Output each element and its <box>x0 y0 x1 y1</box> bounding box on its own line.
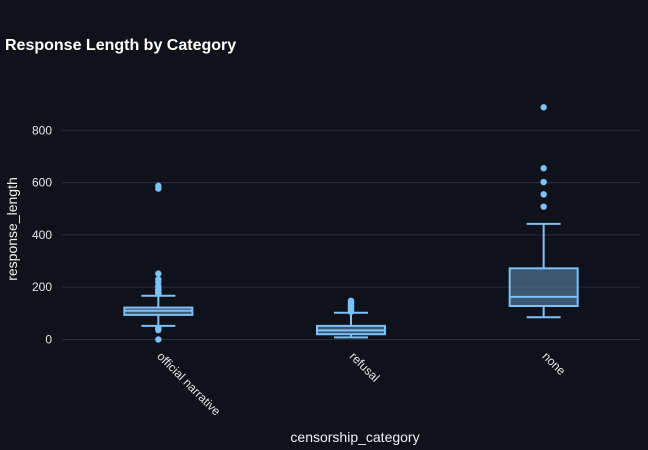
outlier-point <box>155 290 162 297</box>
outlier-point <box>155 270 162 277</box>
outlier-point <box>155 185 162 192</box>
y-tick-label: 600 <box>32 176 52 190</box>
x-tick-label: official narrative <box>154 349 223 418</box>
y-tick-label: 0 <box>45 332 52 346</box>
y-tick-label: 400 <box>32 228 52 242</box>
box-none <box>508 104 579 319</box>
x-tick-label: refusal <box>347 349 382 384</box>
outlier-point <box>540 178 547 186</box>
box-official-narrative <box>123 182 194 343</box>
y-axis-title: response_length <box>4 177 20 281</box>
outlier-point <box>540 165 547 172</box>
outlier-point <box>540 191 547 198</box>
box-refusal <box>316 297 386 339</box>
y-tick-label: 800 <box>32 123 52 137</box>
outlier-point <box>155 336 162 343</box>
iqr-box <box>508 267 579 307</box>
outlier-point <box>347 308 355 315</box>
y-axis-ticks: 0 200 400 600 800 <box>32 123 52 346</box>
chart-title: Response Length by Category <box>5 37 236 54</box>
outlier-point <box>540 104 547 111</box>
boxes <box>123 104 579 343</box>
outlier-point <box>540 203 547 210</box>
x-tick-label: none <box>540 349 569 378</box>
x-axis-ticks: official narrative refusal none <box>154 349 568 418</box>
x-axis-title: censorship_category <box>290 429 419 445</box>
y-tick-label: 200 <box>32 280 52 294</box>
outlier-point <box>155 326 162 334</box>
